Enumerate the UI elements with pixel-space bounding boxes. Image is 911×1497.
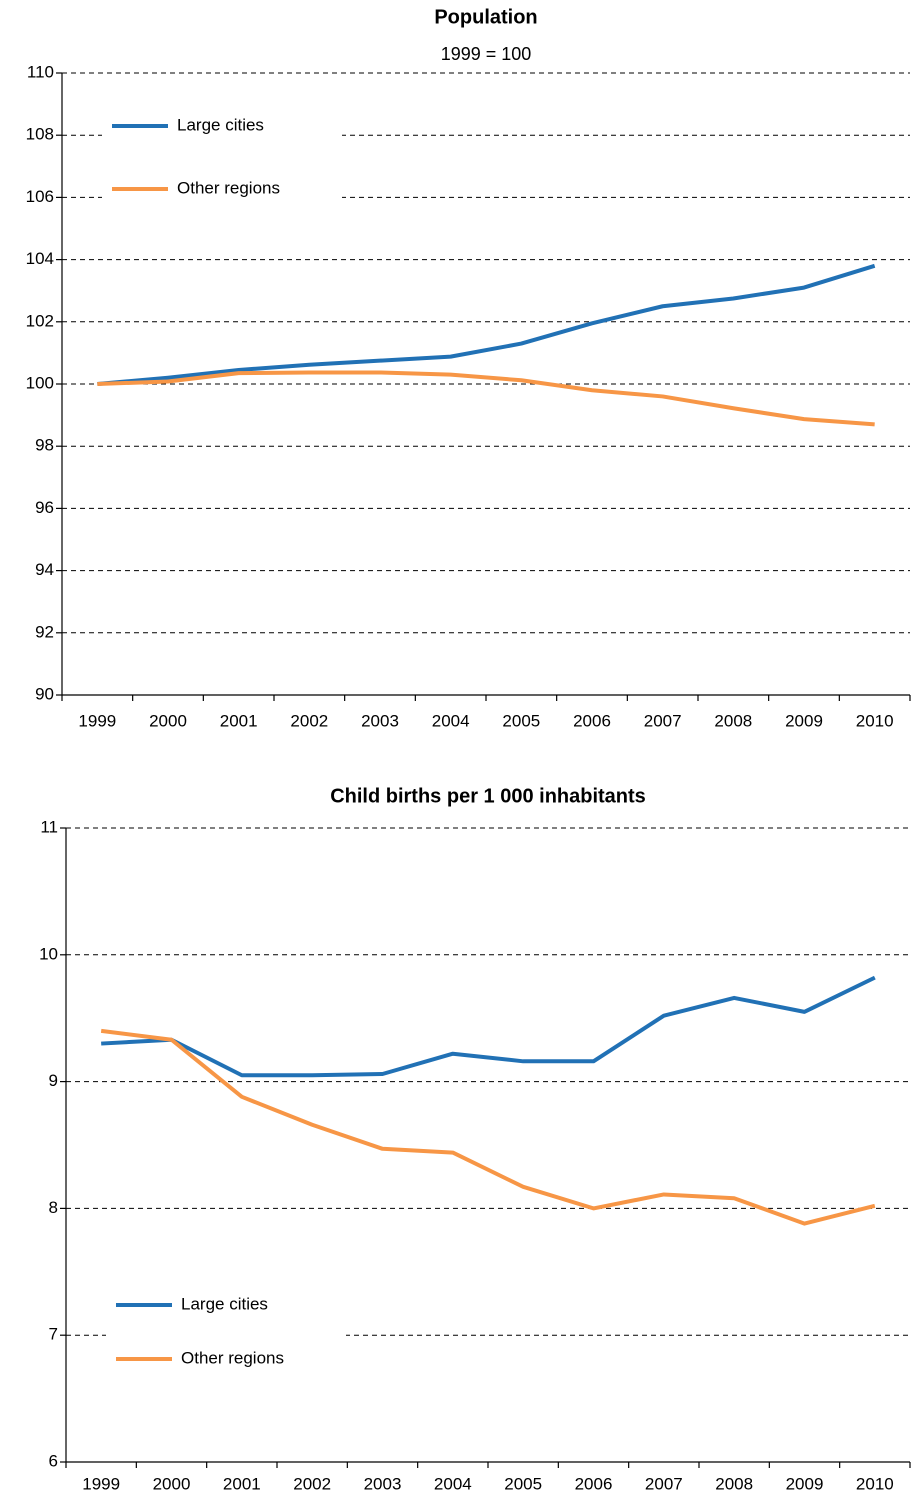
y-tick-label: 98 (35, 436, 54, 455)
x-tick-label: 2001 (220, 711, 258, 730)
x-tick-label: 2005 (504, 1474, 542, 1493)
x-tick-label: 2001 (223, 1474, 261, 1493)
y-tick-label: 110 (27, 62, 54, 81)
y-tick-label: 6 (49, 1451, 58, 1470)
y-tick-label: 9 (49, 1071, 58, 1090)
x-tick-label: 2008 (715, 1474, 753, 1493)
x-tick-label: 2006 (573, 711, 611, 730)
legend-label: Large cities (177, 115, 264, 134)
x-tick-label: 2004 (434, 1474, 472, 1493)
y-tick-label: 96 (35, 498, 54, 517)
legend-box (106, 1270, 346, 1388)
y-tick-label: 102 (26, 311, 54, 330)
y-tick-label: 108 (26, 125, 54, 144)
chart-subtitle: 1999 = 100 (441, 44, 532, 64)
x-tick-label: 2007 (645, 1474, 683, 1493)
x-tick-label: 1999 (82, 1474, 120, 1493)
legend-box (102, 91, 342, 227)
x-tick-label: 2009 (786, 1474, 824, 1493)
y-tick-label: 100 (26, 373, 54, 392)
y-tick-label: 106 (26, 187, 54, 206)
x-tick-label: 2007 (644, 711, 682, 730)
x-tick-label: 2002 (293, 1474, 331, 1493)
x-tick-label: 2009 (785, 711, 823, 730)
y-tick-label: 92 (35, 622, 54, 641)
x-tick-label: 2003 (361, 711, 399, 730)
x-tick-label: 2008 (714, 711, 752, 730)
legend-label: Other regions (177, 178, 280, 197)
legend-label: Other regions (181, 1348, 284, 1367)
y-tick-label: 11 (40, 817, 58, 836)
x-tick-label: 2000 (149, 711, 187, 730)
x-tick-label: 2000 (153, 1474, 191, 1493)
series-line (97, 370, 875, 427)
chart-title: Population (434, 6, 537, 28)
legend-label: Large cities (181, 1294, 268, 1313)
x-tick-label: 2006 (575, 1474, 613, 1493)
x-tick-label: 2005 (502, 711, 540, 730)
y-tick-label: 104 (26, 249, 54, 268)
x-tick-label: 2010 (856, 711, 894, 730)
x-tick-label: 2002 (290, 711, 328, 730)
y-tick-label: 7 (49, 1325, 58, 1344)
chart-title: Child births per 1 000 inhabitants (330, 785, 646, 807)
y-tick-label: 90 (35, 684, 54, 703)
x-tick-label: 2010 (856, 1474, 894, 1493)
y-tick-label: 94 (35, 560, 54, 579)
y-tick-label: 8 (49, 1198, 58, 1217)
series-line (100, 1028, 876, 1226)
series-line (101, 975, 876, 1078)
x-tick-label: 2003 (364, 1474, 402, 1493)
x-tick-label: 2004 (432, 711, 470, 730)
x-tick-label: 1999 (78, 711, 116, 730)
series-line (97, 263, 876, 386)
y-tick-label: 10 (39, 944, 58, 963)
